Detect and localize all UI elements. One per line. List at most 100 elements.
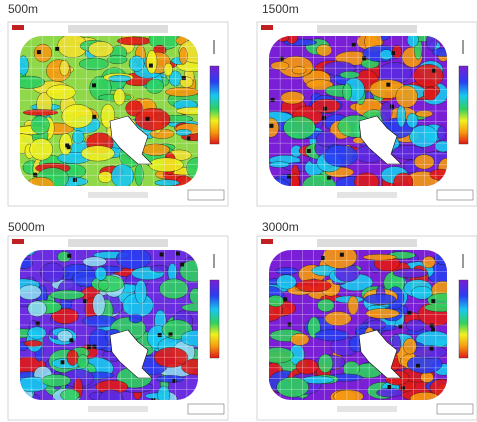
contour-blob — [154, 347, 188, 367]
well-marker — [61, 360, 65, 364]
well-marker — [33, 173, 37, 177]
panel-label: 3000m — [262, 220, 299, 234]
contour-blob — [156, 375, 184, 382]
contour-blob — [19, 285, 42, 300]
contour-blob — [146, 50, 157, 73]
contour-blob — [95, 267, 107, 280]
logo — [12, 239, 24, 244]
contour-blob — [111, 164, 133, 188]
well-marker — [182, 76, 186, 80]
contour-blob — [276, 275, 296, 289]
well-marker — [431, 299, 435, 303]
contour-blob — [62, 104, 93, 128]
footer-text — [337, 406, 397, 412]
contour-blob — [380, 50, 393, 60]
contour-blob — [98, 280, 109, 290]
well-marker — [69, 338, 73, 342]
contour-blob — [292, 66, 306, 74]
well-marker — [92, 83, 96, 87]
contour-blob — [114, 89, 125, 106]
well-marker — [322, 116, 326, 120]
well-marker — [83, 299, 87, 303]
well-marker — [160, 252, 164, 256]
well-marker — [37, 50, 41, 54]
color-bar — [459, 280, 468, 358]
contour-blob — [414, 155, 434, 170]
well-marker — [430, 346, 434, 350]
contour-blob — [414, 64, 444, 87]
contour-blob — [135, 280, 147, 303]
panel-label: 1500m — [262, 2, 299, 16]
map-panel — [4, 236, 228, 420]
well-marker — [307, 149, 311, 153]
well-marker — [391, 51, 395, 55]
contour-blob — [423, 87, 437, 101]
contour-blob — [159, 279, 188, 299]
contour-blob — [422, 256, 435, 268]
panel-label: 500m — [8, 2, 38, 16]
well-marker — [430, 324, 434, 328]
contour-blob — [67, 350, 79, 365]
map-panel — [257, 22, 477, 206]
well-marker — [67, 254, 71, 258]
contour-blob — [348, 296, 358, 315]
contour-blob — [407, 113, 418, 128]
contour-blob — [179, 47, 187, 64]
color-bar — [210, 280, 219, 358]
contour-blob — [316, 132, 337, 147]
logo — [261, 25, 273, 30]
color-bar — [210, 66, 219, 144]
contour-blob — [47, 85, 76, 100]
color-bar — [459, 66, 468, 144]
contour-blob — [165, 87, 198, 96]
contour-blob — [318, 354, 333, 372]
well-marker — [401, 386, 405, 390]
map-header — [317, 25, 417, 33]
contour-blob — [93, 294, 106, 316]
contour-blob — [277, 377, 309, 397]
footer-box — [437, 190, 473, 200]
contour-blob — [296, 359, 318, 374]
well-marker — [180, 262, 184, 266]
well-marker — [283, 297, 287, 301]
contour-blob — [325, 311, 352, 325]
contour-blob — [31, 116, 49, 134]
contour-blob — [42, 374, 71, 386]
contour-blob — [164, 63, 173, 76]
well-marker — [327, 176, 331, 180]
logo — [261, 239, 273, 244]
logo — [12, 25, 24, 30]
map-panel — [4, 22, 228, 206]
contour-blob — [117, 37, 151, 45]
contour-blob — [366, 308, 399, 318]
footer-text — [88, 192, 148, 198]
well-marker — [352, 43, 356, 47]
map-field — [4, 245, 214, 410]
contour-blob — [109, 75, 131, 82]
contour-blob — [283, 116, 315, 139]
contour-blob — [268, 295, 284, 307]
contour-blob — [116, 248, 151, 269]
contour-blob — [291, 333, 310, 345]
well-marker — [149, 64, 153, 68]
contour-blob — [393, 269, 427, 278]
contour-blob — [437, 126, 446, 141]
footer-box — [188, 404, 224, 414]
well-marker — [431, 328, 435, 332]
well-marker — [67, 145, 71, 149]
footer-text — [337, 192, 397, 198]
contour-blob — [317, 299, 334, 312]
map-header — [68, 25, 168, 33]
contour-blob — [28, 327, 47, 340]
well-marker — [176, 252, 180, 256]
well-marker — [158, 333, 162, 337]
footer-box — [188, 190, 224, 200]
contour-blob — [340, 71, 359, 78]
contour-blob — [24, 340, 42, 346]
contour-blob — [149, 158, 184, 172]
well-marker — [55, 47, 59, 51]
contour-blob — [397, 105, 406, 127]
well-marker — [390, 105, 394, 109]
well-marker — [92, 115, 96, 119]
footer-box — [437, 404, 473, 414]
